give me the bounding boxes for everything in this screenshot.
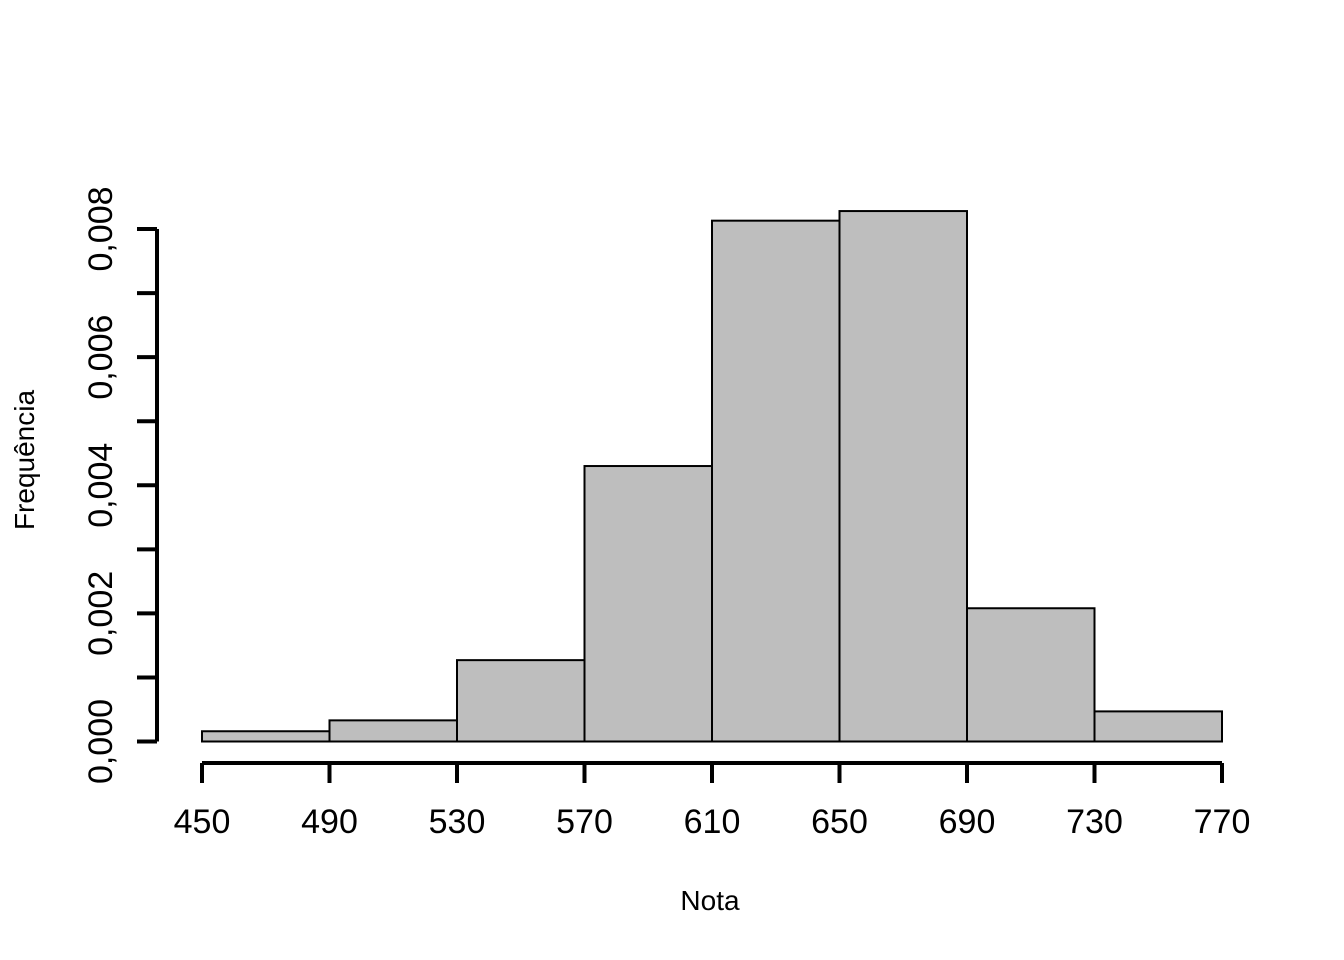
x-tick-label: 690 — [939, 803, 996, 841]
x-axis-label: Nota — [680, 885, 740, 916]
y-tick-label: 0,002 — [82, 571, 120, 656]
histogram-bar — [711, 219, 841, 743]
x-axis: 450 490 530 570 610 650 690 730 770 — [174, 761, 1251, 841]
histogram-bar — [201, 730, 331, 743]
histogram-bar — [328, 719, 458, 743]
histogram-bar — [583, 465, 713, 743]
bars — [201, 210, 1223, 743]
x-tick-label: 730 — [1066, 803, 1123, 841]
x-tick-label: 530 — [429, 803, 486, 841]
x-tick-label: 770 — [1194, 803, 1251, 841]
x-tick-label: 570 — [556, 803, 613, 841]
x-tick-label: 450 — [174, 803, 231, 841]
x-tick-label: 650 — [811, 803, 868, 841]
y-tick-label: 0,006 — [82, 315, 120, 400]
x-tick-label: 490 — [301, 803, 358, 841]
histogram-bar — [838, 210, 968, 743]
histogram-bar — [966, 607, 1096, 743]
y-tick-label: 0,000 — [82, 699, 120, 784]
y-axis: 0,000 0,002 0,004 0,006 0,008 — [82, 186, 159, 784]
x-tick-label: 610 — [684, 803, 741, 841]
y-tick-label: 0,008 — [82, 186, 120, 271]
histogram-bar — [1093, 710, 1223, 743]
histogram-bar — [456, 659, 586, 743]
y-tick-label: 0,004 — [82, 443, 120, 528]
y-axis-label: Frequência — [9, 390, 40, 531]
